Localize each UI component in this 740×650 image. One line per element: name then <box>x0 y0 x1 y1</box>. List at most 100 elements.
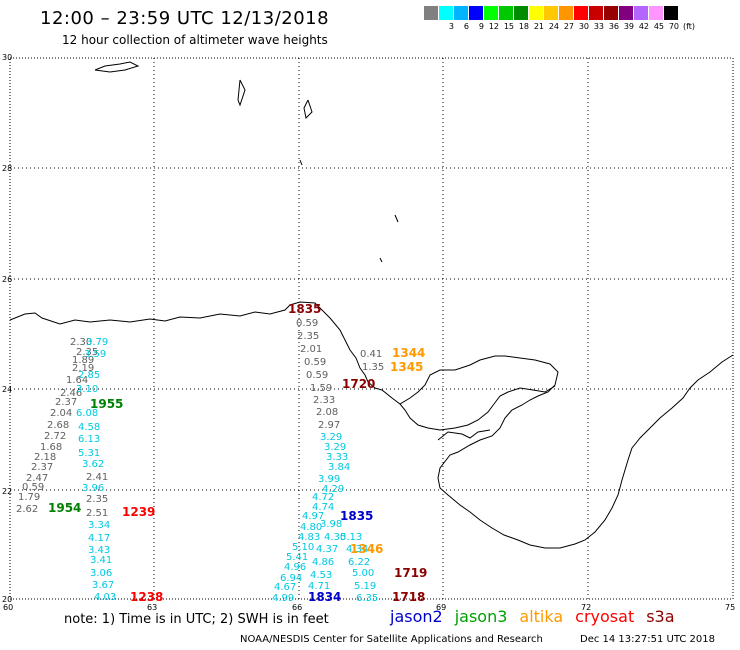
swh-value: 0.41 <box>360 349 382 360</box>
color-swatch <box>484 6 499 20</box>
longitude-label: 69 <box>436 603 446 612</box>
pass-time-label: 1238 <box>130 590 163 604</box>
color-swatch <box>514 6 529 20</box>
satellite-legend-item: s3a <box>646 607 675 626</box>
satellite-legend-item: cryosat <box>575 607 635 626</box>
swh-value: 5.19 <box>354 581 376 592</box>
swh-value: 3.43 <box>88 545 110 556</box>
pass-time-label: 1345 <box>390 360 423 374</box>
page-title: 12:00 – 23:59 UTC 12/13/2018 <box>40 8 330 29</box>
satellite-legend: jason2 jason3 altika cryosat s3a <box>390 607 687 626</box>
swh-value: 2.04 <box>50 408 72 419</box>
swh-value: 3.62 <box>82 459 104 470</box>
swh-value: 2.19 <box>72 363 94 374</box>
swh-value: 5.10 <box>292 542 314 553</box>
swh-value: 4.58 <box>78 422 100 433</box>
swh-value: 2.51 <box>86 508 108 519</box>
swh-value: 4.30 <box>324 532 346 543</box>
swh-value: 2.41 <box>86 472 108 483</box>
swh-value: 2.47 <box>26 473 48 484</box>
color-swatch <box>619 6 634 20</box>
swh-value: 0.59 <box>22 482 44 493</box>
swh-value: 4.99 <box>272 593 294 604</box>
latitude-labels: 30 28 26 24 22 20 <box>2 53 12 604</box>
color-swatch <box>454 6 469 20</box>
color-swatch-label: 36 <box>608 22 619 31</box>
swh-value: 1.59 <box>310 383 332 394</box>
swh-value: 5.00 <box>352 568 374 579</box>
longitude-label: 75 <box>725 603 735 612</box>
swh-value: 3.29 <box>324 442 346 453</box>
swh-value: 4.17 <box>88 533 110 544</box>
color-swatch <box>649 6 664 20</box>
longitude-label: 72 <box>581 603 591 612</box>
swh-value: 3.96 <box>82 483 104 494</box>
page-subtitle: 12 hour collection of altimeter wave hei… <box>62 33 328 47</box>
swh-value: 5.13 <box>340 532 362 543</box>
pass-time-label: 1720 <box>342 377 375 391</box>
pass-time-label: 1344 <box>392 346 425 360</box>
swh-value: 0.59 <box>296 318 318 329</box>
swh-value: 3.67 <box>92 580 114 591</box>
swh-value: 3.99 <box>318 474 340 485</box>
longitude-label: 60 <box>3 603 13 612</box>
swh-value: 0.59 <box>304 357 326 368</box>
swh-value: 6.94 <box>280 573 302 584</box>
color-swatch <box>664 6 679 20</box>
color-swatch-label: 39 <box>623 22 634 31</box>
map-gridlines <box>10 58 733 599</box>
color-swatch <box>559 6 574 20</box>
pass-time-labels: 1955 1954 1239 1238 1720 1719 1718 1835 1834 1344… <box>48 302 427 604</box>
color-swatch-label: 18 <box>518 22 529 31</box>
swh-value: 3.33 <box>326 452 348 463</box>
color-swatch <box>544 6 559 20</box>
swh-value: 2.35 <box>86 494 108 505</box>
color-swatch <box>589 6 604 20</box>
swh-value: 4.83 <box>298 532 320 543</box>
swh-value: 2.62 <box>16 504 38 515</box>
swh-track-left-gray: 2.302.351.892.191.642.462.372.042.682.72… <box>16 337 108 519</box>
latitude-label: 20 <box>2 595 12 604</box>
swh-value: 3.10 <box>76 384 98 395</box>
pass-time-label: 1718 <box>392 590 425 604</box>
color-swatch <box>604 6 619 20</box>
color-legend: 3 6 9 12 15 18 21 24 27 30 33 36 39 42 45 70 (ft) <box>424 6 695 31</box>
swh-track-left-cyan: 3.793.59 2.85 3.10 6.08 4.586.13 5.313.62 3.96… <box>76 337 116 603</box>
map-frame <box>9 57 734 600</box>
pass-time-label: 1239 <box>122 505 155 519</box>
swh-value: 4.80 <box>300 522 322 533</box>
swh-value: 4.29 <box>322 484 344 495</box>
swh-value: 4.03 <box>94 592 116 603</box>
footer-timestamp: Dec 14 13:27:51 UTC 2018 <box>580 634 715 645</box>
swh-value: 2.18 <box>34 452 56 463</box>
color-swatch-label: 12 <box>488 22 499 31</box>
pass-time-label: 1719 <box>394 566 427 580</box>
color-legend-labels: 3 6 9 12 15 18 21 24 27 30 33 36 39 42 45 70 (ft) <box>424 22 695 31</box>
swh-value: 2.08 <box>316 407 338 418</box>
latitude-label: 22 <box>2 487 12 496</box>
longitude-label: 66 <box>292 603 302 612</box>
swh-value: 4.67 <box>274 582 296 593</box>
color-swatch-label: 27 <box>563 22 574 31</box>
pass-time-label: 1954 <box>48 501 81 515</box>
swh-value: 6.08 <box>76 408 98 419</box>
satellite-legend-item: jason3 <box>454 607 508 626</box>
swh-value: 0.59 <box>306 370 328 381</box>
swh-value: 6.13 <box>78 434 100 445</box>
swh-track-mid-gray: 0.59 2.35 2.01 0.59 0.59 1.592.332.08 2.97 0.41… <box>296 318 384 431</box>
swh-value: 2.68 <box>47 420 69 431</box>
swh-value: 2.01 <box>300 344 322 355</box>
swh-value: 3.79 <box>86 337 108 348</box>
color-swatch-label: 24 <box>548 22 559 31</box>
footer-note: note: 1) Time is in UTC; 2) SWH is in fe… <box>64 612 329 627</box>
color-swatch <box>469 6 484 20</box>
longitude-labels: 60 63 66 69 72 75 <box>3 603 735 612</box>
color-swatch-label: 15 <box>503 22 514 31</box>
swh-value: 4.72 <box>312 492 334 503</box>
swh-value: 6.35 <box>356 593 378 604</box>
swh-value: 4.34 <box>346 544 368 555</box>
swh-value: 4.97 <box>302 511 324 522</box>
swh-value: 2.72 <box>44 431 66 442</box>
color-swatch-label: 6 <box>463 22 469 31</box>
